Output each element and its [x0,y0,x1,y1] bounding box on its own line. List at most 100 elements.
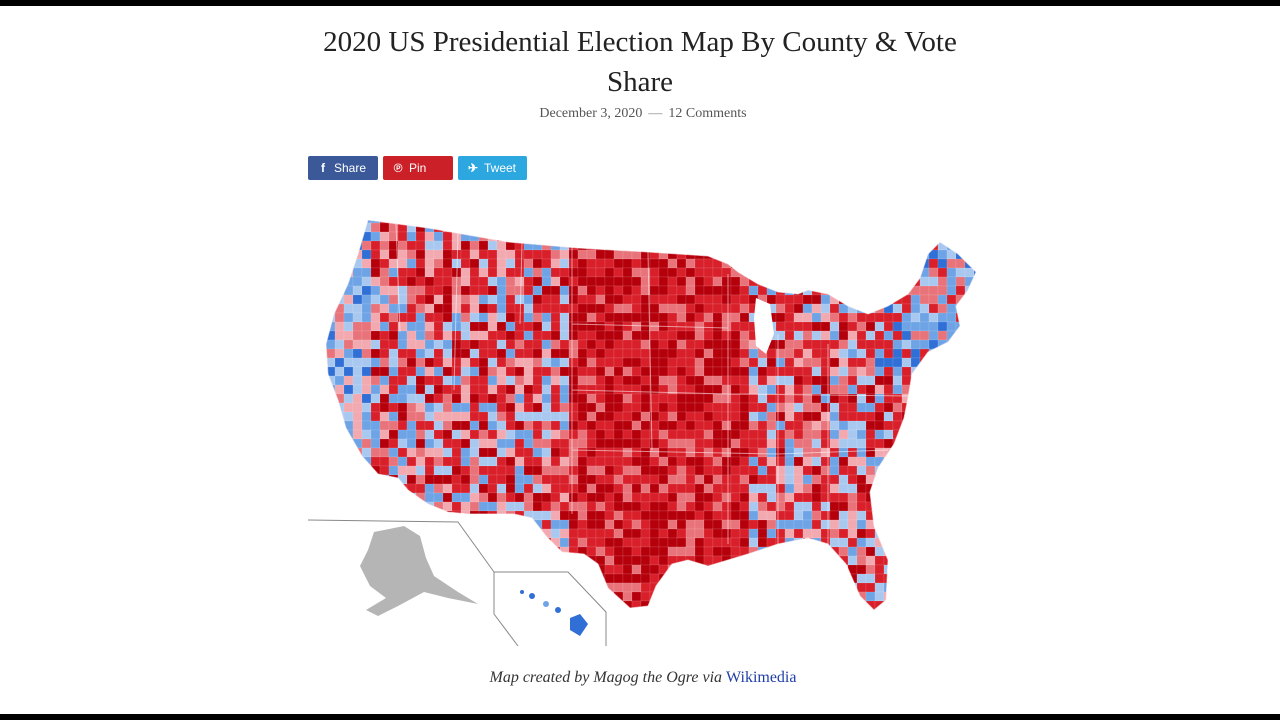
county-cell [550,384,561,395]
county-cell [910,285,921,296]
county-cell [802,240,813,251]
county-cell [820,483,831,494]
county-cell [622,519,633,530]
county-cell [550,411,561,422]
county-cell [937,501,948,512]
election-map[interactable] [307,214,988,647]
county-cell [649,312,660,323]
county-cell [649,537,660,548]
county-cell [775,609,786,610]
county-cell [514,303,525,314]
county-cell [424,510,435,521]
county-cell [550,402,561,413]
county-cell [379,321,390,332]
pinterest-pin-button[interactable]: ℗ Pin [383,156,453,180]
county-cell [334,456,345,467]
post-date[interactable]: December 3, 2020 [539,106,643,121]
county-cell [658,330,669,341]
county-cell [559,609,570,610]
county-cell [983,412,988,421]
county-cell [802,474,813,485]
county-cell [406,447,417,458]
county-cell [469,339,480,350]
county-cell [721,411,732,422]
county-cell [649,231,660,242]
county-cell [326,312,327,323]
county-cell [343,402,354,413]
county-cell [442,465,453,476]
county-cell [541,312,552,323]
county-cell [505,276,516,287]
county-cell [847,555,858,566]
county-cell [496,609,507,610]
county-cell [496,582,507,593]
county-cell [613,330,624,341]
county-cell [721,402,732,413]
county-cell [487,492,498,503]
county-cell [928,411,939,422]
county-cell [721,339,732,350]
county-cell [811,573,822,584]
county-cell [820,429,831,440]
county-cell [505,330,516,341]
county-cell [586,501,597,512]
county-cell [757,609,768,610]
county-cell [955,465,966,476]
county-cell [451,483,462,494]
county-cell [964,483,975,494]
county-cell [748,375,759,386]
county-cell [649,276,660,287]
county-cell [415,267,426,278]
county-cell [343,600,354,610]
county-cell [388,456,399,467]
county-cell [964,330,975,341]
comments-link[interactable]: 12 Comments [668,106,747,121]
county-cell [514,492,525,503]
county-cell [361,375,372,386]
county-cell [361,483,372,494]
county-cell [334,339,345,350]
county-cell [568,546,579,557]
county-cell [892,330,903,341]
county-cell [496,510,507,521]
county-cell [379,303,390,314]
county-cell [658,429,669,440]
county-cell [676,339,687,350]
county-cell [838,249,849,260]
county-cell [730,348,741,359]
county-cell [460,393,471,404]
county-cell [505,220,516,224]
county-cell [397,258,408,269]
county-cell [586,411,597,422]
county-cell [667,573,678,584]
facebook-share-button[interactable]: f Share [308,156,378,180]
county-cell [451,528,462,539]
county-cell [856,573,867,584]
county-cell [334,231,345,242]
county-cell [910,564,921,575]
county-cell [326,339,327,350]
county-cell [983,466,988,475]
county-cell [964,492,975,503]
county-cell [883,249,894,260]
county-cell [532,564,543,575]
county-cell [667,429,678,440]
county-cell [559,402,570,413]
county-cell [946,285,957,296]
county-cell [937,609,948,610]
county-cell [865,447,876,458]
county-cell [308,475,317,484]
county-cell [460,420,471,431]
county-cell [343,357,354,368]
county-cell [604,510,615,521]
county-cell [496,258,507,269]
twitter-tweet-button[interactable]: ✈ Tweet [458,156,527,180]
county-cell [523,411,534,422]
county-cell [478,276,489,287]
county-cell [649,339,660,350]
county-cell [973,438,976,449]
wikimedia-link[interactable]: Wikimedia [726,669,797,686]
county-cell [622,438,633,449]
county-cell [334,249,345,260]
county-cell [847,438,858,449]
